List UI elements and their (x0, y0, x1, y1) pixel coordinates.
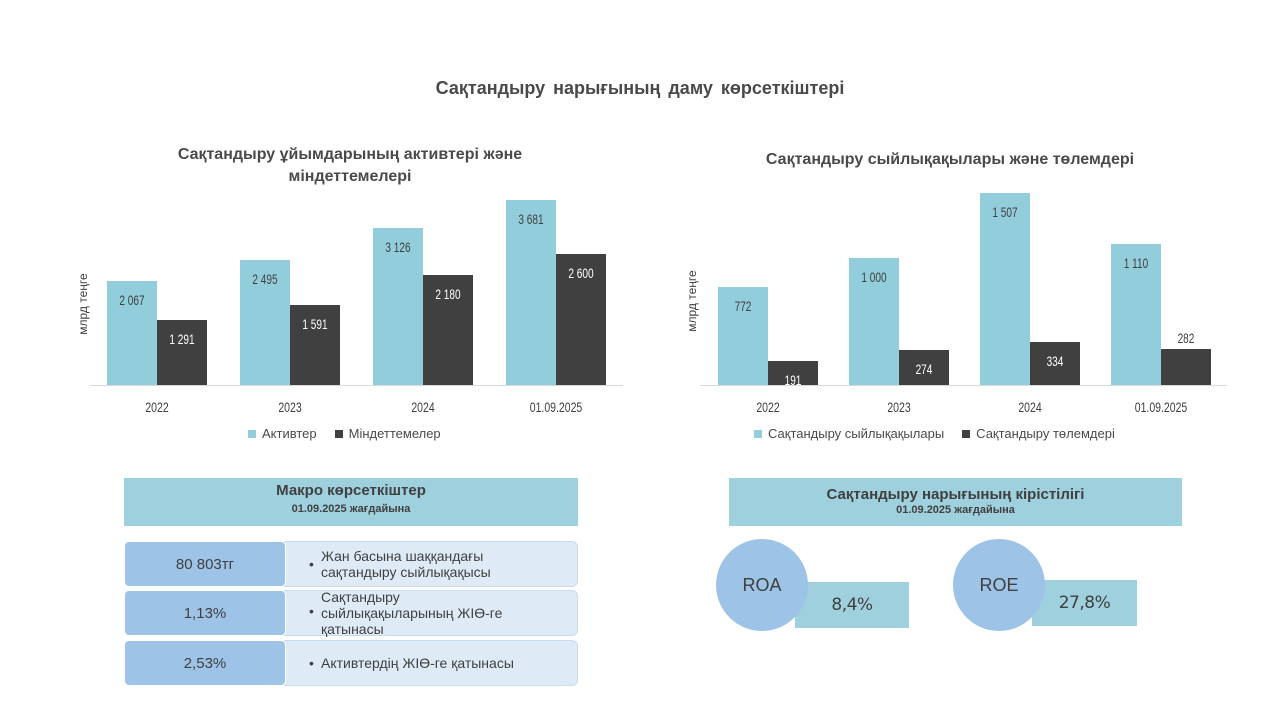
legend-swatch-assets (248, 429, 256, 438)
desc-line: Сақтандыру (321, 589, 400, 605)
legend-swatch-payments (962, 429, 971, 438)
bar-secondary (1161, 349, 1211, 385)
x-tick-label: 01.09.2025 (1135, 400, 1188, 416)
legend-swatch-premiums (754, 429, 762, 438)
roe-value: 27,8% (1031, 579, 1138, 627)
macro-title: Макро көрсеткіштер (276, 482, 426, 499)
bar-secondary (556, 254, 606, 385)
macro-description: • Активтердің ЖІӨ-ге қатынасы (284, 640, 578, 686)
legend-swatch-liabilities (334, 429, 343, 438)
macro-description-text: Сақтандыру сыйлықақыларының ЖІӨ-ге қатын… (309, 589, 502, 637)
macro-description: • Жан басына шаққандағы сақтандыру сыйлы… (284, 541, 578, 587)
bar-secondary (290, 305, 340, 385)
x-tick-label: 2022 (756, 400, 779, 416)
profitability-title: Сақтандыру нарығының кірістілігі (826, 486, 1085, 503)
assets-chart-title-line2: міндеттемелері (288, 168, 412, 185)
legend-item-payments: Сақтандыру төлемдері (962, 426, 1115, 441)
assets-liabilities-chart: млрд теңге 2 067 1 291 2022 2 495 1 591 2023 3 … (76, 200, 623, 416)
premiums-chart-legend: Сақтандыру сыйлықақылары Сақтандыру төле… (754, 426, 1115, 441)
profitability-subtitle: 01.09.2025 жағдайына (896, 504, 1015, 516)
data-label: 274 (916, 361, 933, 377)
macro-row-premium-per-capita: 80 803тг • Жан басына шаққандағы сақтанд… (124, 541, 578, 587)
bullet-mark: • (309, 603, 314, 619)
roe-circle: ROE (953, 539, 1045, 631)
macro-value: 2,53% (124, 640, 286, 686)
desc-line: сақтандыру сыйлықақысы (321, 564, 491, 580)
assets-chart-title-line1: Сақтандыру ұйымдарының активтері және (177, 146, 523, 163)
data-label: 334 (1047, 353, 1064, 369)
bar-secondary (157, 320, 207, 385)
legend-item-liabilities: Міндеттемелер (334, 426, 441, 441)
data-label: 1 507 (992, 204, 1017, 220)
bar-primary (240, 260, 290, 385)
macro-description-text: Жан басына шаққандағы сақтандыру сыйлықа… (309, 548, 491, 580)
premiums-payments-chart: млрд теңге 772 191 2022 1 000 274 2023 1 507 334… (685, 193, 1227, 416)
data-label: 3 681 (518, 211, 543, 227)
bullet-mark: • (309, 556, 314, 572)
data-label: 2 495 (252, 271, 277, 287)
bar-primary (107, 281, 157, 385)
bar-primary (980, 193, 1030, 385)
roa-circle: ROA (716, 539, 808, 631)
y-axis-label: млрд теңге (76, 273, 90, 335)
assets-chart-legend: Активтер Міндеттемелер (248, 426, 441, 441)
macro-header: Макро көрсеткіштер 01.09.2025 жағдайына (124, 478, 578, 526)
legend-item-assets: Активтер (248, 426, 317, 441)
premiums-chart-title: Сақтандыру сыйлықақылары және төлемдері (690, 149, 1210, 171)
macro-description-text: Активтердің ЖІӨ-ге қатынасы (321, 655, 514, 671)
desc-line: қатынасы (321, 621, 384, 637)
x-tick-label: 2024 (1018, 400, 1041, 416)
roa-value: 8,4% (794, 581, 910, 629)
data-label: 1 291 (169, 331, 194, 347)
macro-row-assets-to-gdp: 2,53% • Активтердің ЖІӨ-ге қатынасы (124, 640, 578, 686)
x-tick-label: 2022 (145, 400, 168, 416)
legend-label-liabilities: Міндеттемелер (348, 426, 441, 441)
data-label: 1 000 (861, 269, 886, 285)
bar-primary (718, 287, 768, 385)
legend-label-assets: Активтер (262, 426, 317, 441)
desc-line: Жан басына шаққандағы (321, 548, 484, 564)
premiums-chart-title-line1: Сақтандыру сыйлықақылары және төлемдері (765, 151, 1135, 168)
bar-primary (849, 258, 899, 385)
x-tick-label: 01.09.2025 (530, 400, 583, 416)
macro-row-premiums-to-gdp: 1,13% • Сақтандыру сыйлықақыларының ЖІӨ-… (124, 589, 578, 637)
bar-secondary (768, 361, 818, 385)
legend-label-premiums: Сақтандыру сыйлықақылары (768, 426, 945, 441)
data-label: 1 110 (1124, 255, 1149, 271)
macro-subtitle: 01.09.2025 жағдайына (291, 503, 411, 515)
data-label: 2 600 (568, 265, 593, 281)
profitability-header: Сақтандыру нарығының кірістілігі 01.09.2… (729, 478, 1182, 526)
macro-description: • Сақтандыру сыйлықақыларының ЖІӨ-ге қат… (284, 589, 578, 637)
bullet-mark: • (309, 655, 314, 671)
desc-line: сыйлықақыларының ЖІӨ-ге (321, 605, 503, 621)
bar-primary (1111, 244, 1161, 385)
data-label: 1 591 (302, 316, 327, 332)
x-tick-label: 2024 (411, 400, 434, 416)
data-label: 2 067 (119, 292, 144, 308)
y-axis-label: млрд теңге (685, 270, 699, 332)
bar-secondary (423, 275, 473, 385)
data-label: 2 180 (435, 286, 460, 302)
data-label: 772 (735, 298, 752, 314)
macro-value: 80 803тг (124, 541, 286, 587)
x-tick-label: 2023 (887, 400, 910, 416)
data-label: 3 126 (385, 239, 410, 255)
legend-item-premiums: Сақтандыру сыйлықақылары (754, 426, 944, 441)
data-label: 282 (1178, 330, 1195, 346)
legend-label-payments: Сақтандыру төлемдері (976, 426, 1115, 441)
bar-primary (373, 228, 423, 385)
page-title: Сақтандыру нарығының даму көрсеткіштері (435, 78, 845, 98)
bar-secondary (1030, 342, 1080, 385)
bar-secondary (899, 350, 949, 385)
data-label: 191 (785, 372, 802, 388)
x-tick-label: 2023 (278, 400, 301, 416)
macro-value: 1,13% (124, 590, 286, 636)
bar-primary (506, 200, 556, 385)
assets-chart-title: Сақтандыру ұйымдарының активтері және мі… (100, 144, 600, 188)
